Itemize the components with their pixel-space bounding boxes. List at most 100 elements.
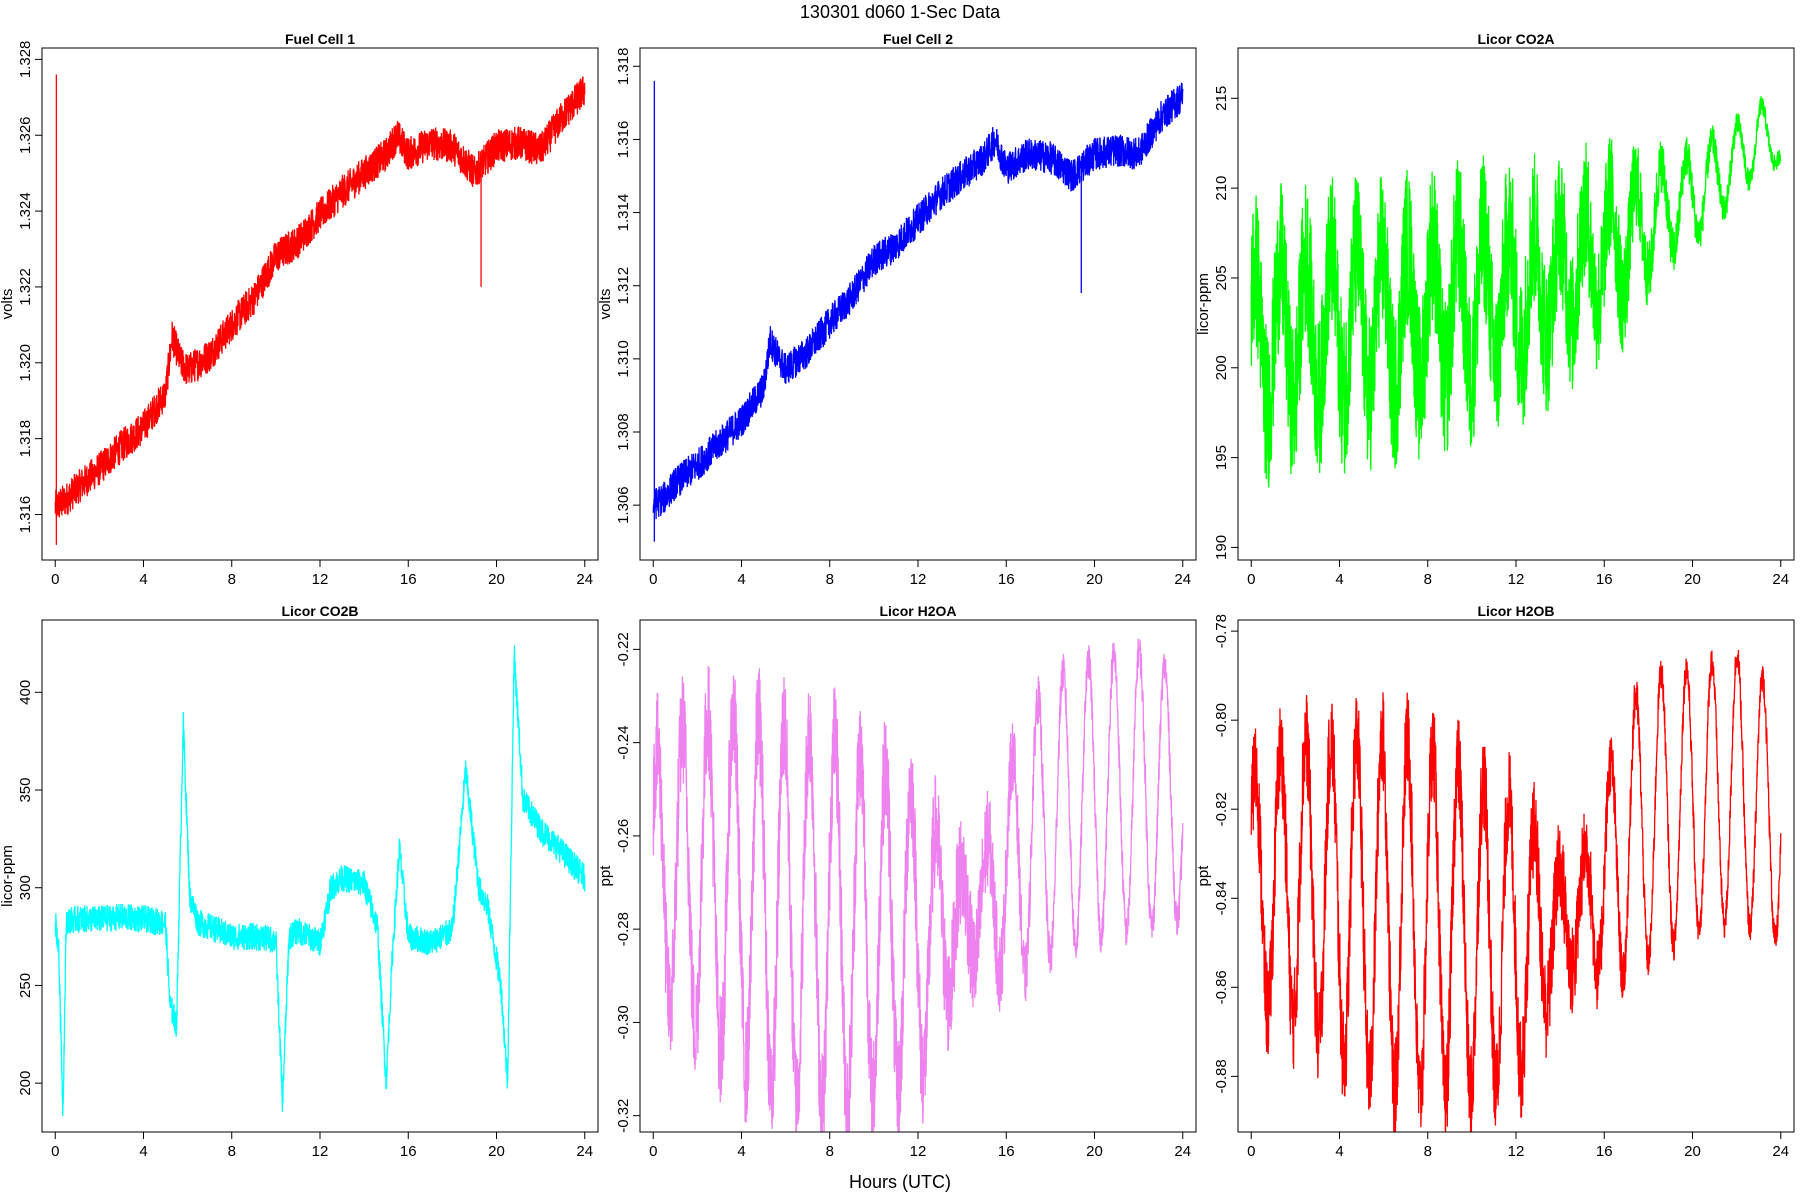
x-tick-label: 4 — [1335, 571, 1343, 588]
panel-1: 0 4 8 12 16 20 24 1.316 1.318 1.320 1.322 1.324 1.32… — [0, 31, 599, 588]
y-axis-label: volts — [597, 289, 614, 320]
x-tick-label: 16 — [400, 571, 417, 588]
y-tick-label: -0.28 — [615, 912, 632, 946]
x-tick-label: 24 — [1174, 1143, 1191, 1160]
y-tick-label: 400 — [17, 680, 34, 705]
y-tick-label: 190 — [1213, 535, 1230, 560]
y-tick-label: -0.30 — [615, 1005, 632, 1039]
series-line — [1250, 650, 1782, 1132]
x-tick-label: 12 — [312, 1143, 329, 1160]
x-tick-label: 8 — [228, 571, 236, 588]
x-tick-label: 8 — [826, 571, 834, 588]
panel-4: 0 4 8 12 16 20 24 200 250 300 350 400 Licor CO2B lico… — [0, 603, 599, 1160]
panel-title: Licor H2OA — [879, 603, 956, 619]
x-tick-label: 24 — [1174, 571, 1191, 588]
x-tick-label: 20 — [1684, 1143, 1701, 1160]
series-line — [652, 638, 1184, 1132]
figure-xlabel: Hours (UTC) — [849, 1172, 951, 1192]
panel-title: Licor CO2B — [281, 603, 358, 619]
x-tick-label: 12 — [312, 571, 329, 588]
y-tick-label: 1.312 — [615, 267, 632, 305]
y-tick-label: 205 — [1213, 265, 1230, 290]
y-tick-label: 1.324 — [17, 192, 34, 230]
x-tick-label: 20 — [1684, 571, 1701, 588]
x-tick-label: 12 — [910, 571, 927, 588]
panel-2: 0 4 8 12 16 20 24 1.306 1.308 1.310 1.312 1.314 1.31… — [597, 31, 1197, 588]
y-tick-label: -0.78 — [1213, 614, 1230, 648]
plot-frame — [41, 619, 599, 1133]
x-tick-label: 4 — [139, 1143, 147, 1160]
x-tick-label: 4 — [737, 1143, 745, 1160]
y-tick-label: 200 — [17, 1071, 34, 1096]
panel-title: Fuel Cell 2 — [883, 31, 953, 47]
x-tick-label: 4 — [737, 571, 745, 588]
y-tick-label: 300 — [17, 875, 34, 900]
x-tick-label: 0 — [1247, 571, 1255, 588]
y-tick-label: 1.314 — [615, 194, 632, 232]
x-tick-label: 16 — [998, 1143, 1015, 1160]
x-tick-label: 16 — [998, 571, 1015, 588]
y-axis-label: ppt — [1195, 865, 1212, 887]
x-tick-label: 8 — [1424, 1143, 1432, 1160]
y-tick-label: 1.316 — [17, 496, 34, 534]
x-tick-label: 12 — [1508, 571, 1525, 588]
y-tick-label: -0.26 — [615, 819, 632, 853]
x-tick-label: 12 — [1508, 1143, 1525, 1160]
y-tick-label: 350 — [17, 777, 34, 802]
y-axis-label: licor-ppm — [0, 845, 16, 907]
y-tick-label: -0.84 — [1213, 881, 1230, 915]
panel-3: 0 4 8 12 16 20 24 190 195 200 205 210 215 Licor CO2A l… — [1195, 31, 1795, 588]
x-tick-label: 24 — [1772, 571, 1789, 588]
y-axis-label: volts — [0, 289, 16, 320]
x-tick-label: 8 — [228, 1143, 236, 1160]
panel-5: 0 4 8 12 16 20 24 -0.32 -0.30 -0.28 -0.26 -0.24 -0.2… — [597, 603, 1197, 1160]
plot-frame — [1237, 619, 1795, 1133]
y-axis-label: ppt — [597, 865, 614, 887]
x-tick-label: 24 — [1772, 1143, 1789, 1160]
x-tick-label: 24 — [576, 1143, 593, 1160]
y-tick-label: 215 — [1213, 86, 1230, 111]
series-line — [54, 76, 586, 518]
x-tick-label: 12 — [910, 1143, 927, 1160]
plot-frame — [41, 47, 599, 561]
series-line — [1250, 96, 1782, 488]
y-tick-label: -0.24 — [615, 726, 632, 760]
y-tick-label: -0.86 — [1213, 970, 1230, 1004]
y-tick-label: 1.310 — [615, 340, 632, 378]
x-tick-label: 16 — [1596, 1143, 1613, 1160]
y-tick-label: 210 — [1213, 176, 1230, 201]
y-tick-label: 1.326 — [17, 116, 34, 154]
x-tick-label: 0 — [1247, 1143, 1255, 1160]
panel-title: Licor H2OB — [1477, 603, 1554, 619]
figure-title: 130301 d060 1-Sec Data — [800, 2, 1001, 22]
y-tick-label: 1.308 — [615, 413, 632, 451]
x-tick-label: 16 — [400, 1143, 417, 1160]
x-tick-label: 4 — [139, 571, 147, 588]
panel-6: 0 4 8 12 16 20 24 -0.88 -0.86 -0.84 -0.82 -0.80 -0.7… — [1195, 603, 1795, 1160]
panel-title: Fuel Cell 1 — [285, 31, 355, 47]
y-tick-label: 1.306 — [615, 486, 632, 524]
plot-frame — [639, 47, 1197, 561]
x-tick-label: 24 — [576, 571, 593, 588]
x-tick-label: 4 — [1335, 1143, 1343, 1160]
x-tick-label: 0 — [649, 1143, 657, 1160]
x-tick-label: 8 — [1424, 571, 1432, 588]
x-tick-label: 20 — [488, 1143, 505, 1160]
y-tick-label: 200 — [1213, 355, 1230, 380]
y-tick-label: -0.22 — [615, 632, 632, 666]
y-tick-label: 1.318 — [17, 420, 34, 458]
y-tick-label: 250 — [17, 973, 34, 998]
x-tick-label: 16 — [1596, 571, 1613, 588]
y-axis-label: licor-ppm — [1195, 273, 1212, 335]
y-tick-label: 195 — [1213, 445, 1230, 470]
x-tick-label: 20 — [488, 571, 505, 588]
y-tick-label: -0.80 — [1213, 703, 1230, 737]
y-tick-label: -0.32 — [615, 1099, 632, 1133]
y-tick-label: 1.328 — [17, 41, 34, 79]
x-tick-label: 8 — [826, 1143, 834, 1160]
x-tick-label: 20 — [1086, 1143, 1103, 1160]
y-tick-label: 1.322 — [17, 268, 34, 306]
x-tick-label: 20 — [1086, 571, 1103, 588]
x-tick-label: 0 — [51, 571, 59, 588]
